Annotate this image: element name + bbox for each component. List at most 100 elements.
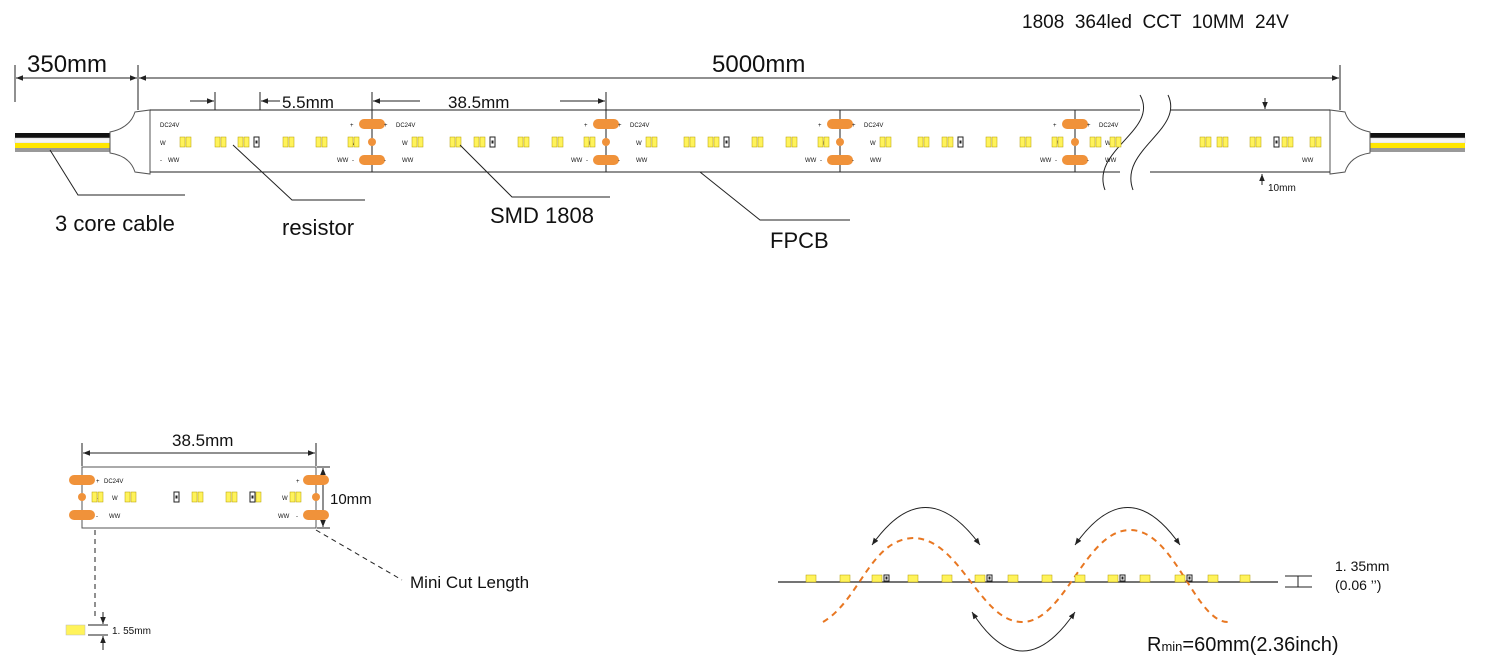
pad-via [602, 138, 610, 146]
led [805, 574, 817, 583]
led [197, 491, 204, 503]
pad-label: + [1053, 123, 1057, 129]
pad-label: - [96, 514, 98, 520]
led [1315, 136, 1322, 148]
pad-label: W [282, 496, 288, 502]
led [479, 136, 486, 148]
led [1089, 136, 1096, 148]
pad-label: + [1087, 123, 1091, 129]
led [237, 136, 244, 148]
pad-label: + [818, 123, 822, 129]
led [191, 491, 198, 503]
led [1287, 136, 1294, 148]
led [288, 136, 295, 148]
led [713, 136, 720, 148]
pad-label: - [852, 158, 854, 164]
bend-radius: Rmin=60mm(2.36inch) [1147, 634, 1339, 656]
led [449, 136, 456, 148]
led [1249, 136, 1256, 148]
led [255, 491, 262, 503]
led [214, 136, 221, 148]
strip-length: 5000mm [712, 51, 805, 78]
pad-label: WW [1040, 158, 1052, 164]
led [1007, 574, 1019, 583]
pad-label: WW [571, 158, 583, 164]
pad-label: WW [278, 514, 290, 520]
led [91, 491, 98, 503]
resistor-core [1121, 576, 1124, 580]
pad [827, 119, 853, 129]
pad-via [78, 493, 86, 501]
pad-label: - [618, 158, 620, 164]
pad-label: - [1055, 158, 1057, 164]
pad-label: DC24V [630, 123, 649, 129]
led [1057, 136, 1064, 148]
led [231, 491, 238, 503]
pad-label: - [820, 158, 822, 164]
pad-label: - [352, 158, 354, 164]
pad-label: + [584, 123, 588, 129]
callout-led: SMD 1808 [490, 203, 594, 228]
led [907, 574, 919, 583]
pad [1062, 155, 1088, 165]
led [347, 136, 354, 148]
resistor-core [959, 140, 962, 144]
spec: 1808 364led CCT 10MM 24V [1022, 12, 1289, 33]
led [985, 136, 992, 148]
width-dimension [1259, 98, 1268, 185]
led [124, 491, 131, 503]
bend-thickness-inch: (0.06 ’’) [1335, 577, 1381, 593]
pad-label: - [1087, 158, 1089, 164]
led [785, 136, 792, 148]
led [651, 136, 658, 148]
pad-label: W [636, 141, 642, 147]
led [1109, 136, 1116, 148]
led [455, 136, 462, 148]
pad-label: W [402, 141, 408, 147]
pad-label: + [350, 123, 354, 129]
pad-label: DC24V [396, 123, 415, 129]
led [1041, 574, 1053, 583]
led [839, 574, 851, 583]
pad-label: DC24V [1099, 123, 1118, 129]
resistor-core [491, 140, 494, 144]
cut-length: 38.5mm [448, 93, 509, 112]
pad-label: DC24V [864, 123, 883, 129]
led [1115, 136, 1122, 148]
led [1174, 574, 1186, 583]
pad [359, 155, 385, 165]
pad-via [312, 493, 320, 501]
radius-symbol: R [1147, 634, 1161, 656]
led [683, 136, 690, 148]
led [353, 136, 360, 148]
bend-thickness: 1. 35mm [1335, 558, 1389, 574]
led [1207, 574, 1219, 583]
pad [303, 510, 329, 520]
led [1095, 136, 1102, 148]
led [1222, 136, 1229, 148]
resistor-core [885, 576, 888, 580]
pad-label: W [112, 496, 118, 502]
led [1074, 574, 1086, 583]
callout-pcb: FPCB [770, 228, 829, 253]
led [583, 136, 590, 148]
pad-via [836, 138, 844, 146]
led [885, 136, 892, 148]
resistor-core [1188, 576, 1191, 580]
pad-label: WW [1302, 158, 1314, 164]
led [315, 136, 322, 148]
led [991, 136, 998, 148]
led-height: 1. 55mm [112, 626, 151, 637]
detail-width: 10mm [330, 491, 372, 508]
led [1051, 136, 1058, 148]
pad-via [368, 138, 376, 146]
led [1139, 574, 1151, 583]
led [523, 136, 530, 148]
callout-leaders [49, 144, 850, 221]
pad [827, 155, 853, 165]
led [551, 136, 558, 148]
led [1019, 136, 1026, 148]
led [923, 136, 930, 148]
pad-label: W [1105, 141, 1111, 147]
pad [69, 475, 95, 485]
